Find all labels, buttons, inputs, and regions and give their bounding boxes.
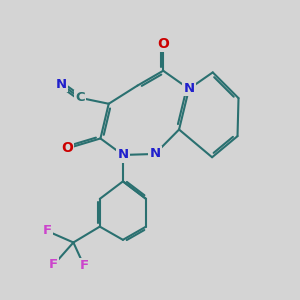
- Text: N: N: [117, 148, 128, 161]
- Text: N: N: [56, 78, 67, 91]
- Text: N: N: [183, 82, 194, 95]
- Text: F: F: [80, 259, 88, 272]
- Text: C: C: [75, 91, 85, 104]
- Text: F: F: [49, 258, 58, 272]
- Text: O: O: [157, 37, 169, 51]
- Text: O: O: [61, 141, 74, 155]
- Text: F: F: [42, 224, 52, 237]
- Text: N: N: [149, 148, 161, 160]
